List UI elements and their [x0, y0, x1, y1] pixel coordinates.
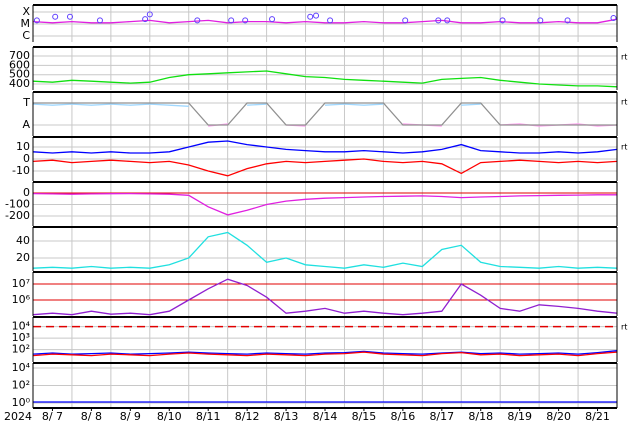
y-tick-label: 10 [16, 140, 30, 153]
y-tick-label: -100 [5, 198, 30, 211]
y-tick-label: 700 [9, 49, 30, 62]
y-tick-label: 10⁷ [12, 277, 30, 290]
data-line [32, 18, 618, 24]
y-tick-label: 20 [16, 251, 30, 264]
y-tick-label: -10 [12, 164, 30, 177]
data-line [32, 278, 618, 316]
x-axis-label: 2024 [4, 410, 32, 423]
x-tick-label: 8/10 [157, 410, 182, 423]
x-tick-label: 8/ 8 [81, 410, 102, 423]
x-tick-label: 8/16 [391, 410, 416, 423]
flare-marker [499, 17, 506, 24]
y-tick-label: 40 [16, 234, 30, 247]
flare-marker [402, 17, 409, 24]
data-line [32, 350, 618, 355]
y-tick-label: M [21, 17, 31, 30]
flare-marker [444, 17, 451, 24]
x-tick-label: 8/ 9 [120, 410, 141, 423]
x-tick-label: 8/20 [546, 410, 571, 423]
data-line [32, 231, 618, 269]
y-tick-label: 10⁴ [12, 361, 31, 374]
x-tick-label: 8/17 [429, 410, 454, 423]
y-tick-label: 400 [9, 77, 30, 90]
x-tick-label: 8/18 [468, 410, 493, 423]
data-line [32, 158, 618, 177]
flare-marker [228, 17, 235, 24]
y-tick-label: T [22, 96, 30, 109]
y-tick-label: -200 [5, 209, 30, 222]
data-line [32, 192, 617, 216]
x-tick-label: 8/11 [196, 410, 221, 423]
x-tick-label: 8/21 [585, 410, 610, 423]
y-tick-label: 600 [9, 58, 30, 71]
y-tick-label: 500 [9, 68, 30, 81]
y-tick-label: 10⁰ [12, 396, 31, 409]
flare-marker [66, 13, 73, 20]
flare-marker [269, 16, 276, 23]
data-line [32, 140, 618, 154]
flare-marker [313, 12, 320, 19]
flare-marker [96, 17, 103, 24]
y-tick-label: A [22, 118, 30, 131]
flare-marker [307, 13, 314, 20]
flare-marker [194, 17, 201, 24]
y-tick-label: 10³ [12, 331, 30, 344]
x-tick-label: 8/ 7 [42, 410, 63, 423]
flare-marker [435, 17, 442, 24]
flare-marker [52, 13, 59, 20]
realtime-note: rt [621, 143, 627, 152]
x-tick-label: 8/14 [313, 410, 338, 423]
y-tick-label: 10² [12, 343, 30, 356]
data-line [32, 103, 481, 107]
y-tick-label: 0 [23, 152, 30, 165]
data-line [32, 70, 618, 88]
flare-marker [142, 16, 149, 23]
y-tick-label: 10² [12, 378, 30, 391]
data-line [32, 351, 618, 357]
x-tick-label: 8/13 [274, 410, 299, 423]
flare-marker [327, 17, 334, 24]
y-tick-label: C [22, 29, 30, 42]
data-line [33, 102, 617, 126]
x-tick-label: 8/12 [235, 410, 260, 423]
y-tick-label: 10⁶ [12, 293, 31, 306]
flare-marker [146, 11, 153, 18]
x-tick-label: 8/19 [507, 410, 532, 423]
y-tick-label: X [22, 5, 30, 18]
flare-marker [610, 14, 617, 21]
realtime-note: rt [621, 98, 627, 107]
flare-marker [564, 17, 571, 24]
y-tick-label: 10⁴ [12, 320, 31, 333]
flare-marker [33, 17, 40, 24]
flare-marker [537, 17, 544, 24]
realtime-note: rt [621, 53, 627, 62]
x-tick-label: 8/15 [352, 410, 377, 423]
y-tick-label: 0 [23, 186, 30, 199]
realtime-note: rt [621, 323, 627, 332]
flare-marker [242, 17, 249, 24]
